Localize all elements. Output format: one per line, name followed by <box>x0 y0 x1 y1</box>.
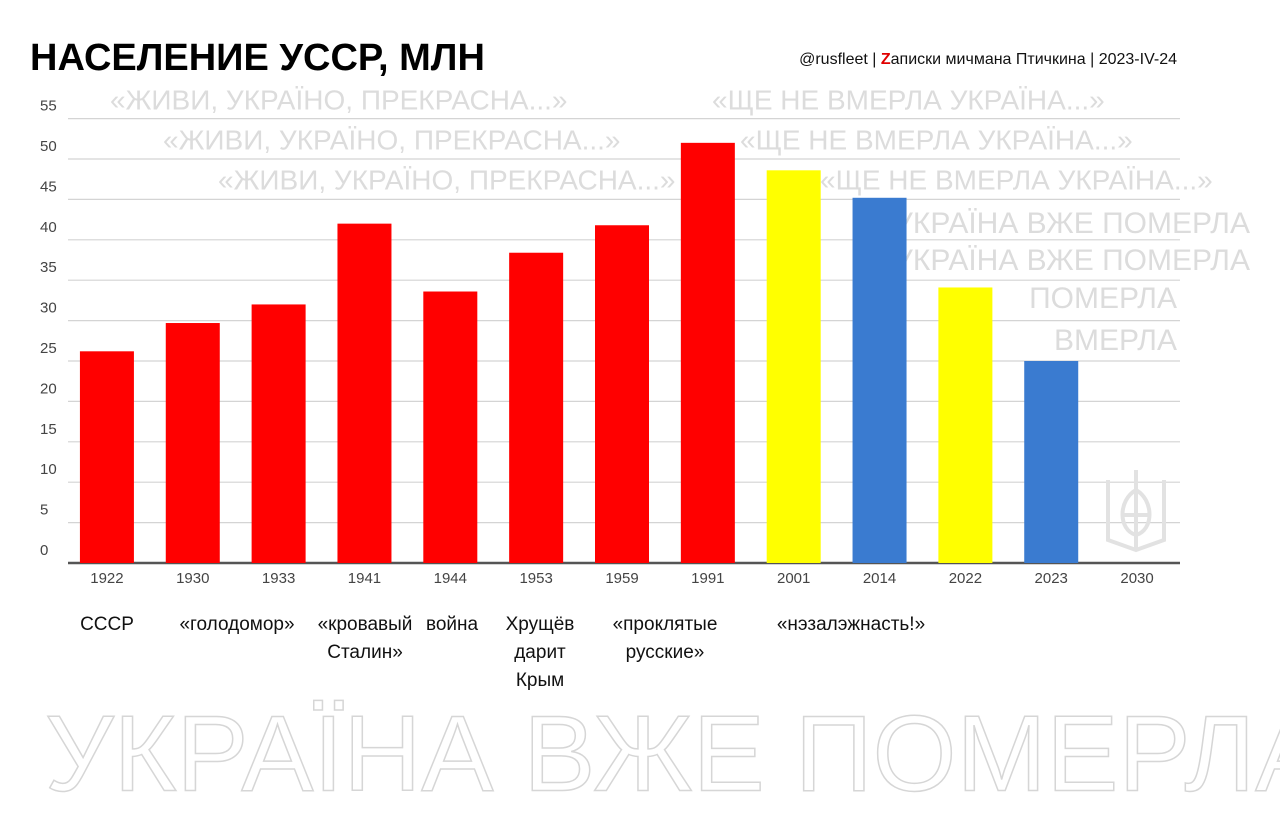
watermark: «ЖИВИ, УКРАЇНО, ПРЕКРАСНА...» <box>163 124 621 155</box>
y-tick-label: 50 <box>40 138 57 155</box>
watermark: ВМЕРЛА <box>1054 324 1177 357</box>
bar <box>680 142 735 563</box>
watermark: «ЩЕ НЕ ВМЕРЛА УКРАЇНА...» <box>712 84 1105 115</box>
y-tick-label: 30 <box>40 300 57 317</box>
bar <box>938 287 993 563</box>
y-tick-label: 25 <box>40 340 57 357</box>
x-tick-label: 1933 <box>262 570 295 587</box>
credit: @rusfleet | Zаписки мичмана Птичкина | 2… <box>799 51 1177 68</box>
y-tick-label: 0 <box>40 542 48 559</box>
x-tick-label: 2001 <box>777 570 810 587</box>
bar <box>766 170 821 563</box>
chart-title: НАСЕЛЕНИЕ УССР, МЛН <box>30 37 485 79</box>
y-tick-label: 40 <box>40 219 57 236</box>
x-tick-label: 1944 <box>434 570 467 587</box>
bar <box>509 252 564 563</box>
y-tick-label: 45 <box>40 178 57 195</box>
annotation: Хрущёв <box>506 614 575 635</box>
bar <box>423 291 478 563</box>
bar <box>1024 361 1079 563</box>
annotation: война <box>426 614 479 635</box>
x-tick-label: 1922 <box>90 570 123 587</box>
annotation: Сталин» <box>327 642 403 663</box>
bar <box>251 304 306 563</box>
bar <box>852 197 907 563</box>
watermarks: «ЖИВИ, УКРАЇНО, ПРЕКРАСНА...» «ЩЕ НЕ ВМЕР… <box>44 84 1280 814</box>
annotation: СССР <box>80 614 134 635</box>
annotation: «проклятые <box>613 614 718 635</box>
bar <box>79 351 134 563</box>
x-tick-label: 1953 <box>519 570 552 587</box>
y-tick-label: 20 <box>40 380 57 397</box>
annotation: дарит <box>514 642 566 663</box>
y-tick-label: 55 <box>40 98 57 115</box>
annotation: Крым <box>516 670 564 691</box>
watermark: ПОМЕРЛА <box>1029 282 1177 315</box>
watermark: «ЖИВИ, УКРАЇНО, ПРЕКРАСНА...» <box>218 164 676 195</box>
y-tick-label: 5 <box>40 502 48 519</box>
x-tick-label: 2022 <box>949 570 982 587</box>
annotation: «кровавый <box>318 614 413 635</box>
x-tick-label: 1959 <box>605 570 638 587</box>
watermark: «ЖИВИ, УКРАЇНО, ПРЕКРАСНА...» <box>110 84 568 115</box>
x-tick-label: 1941 <box>348 570 381 587</box>
x-tick-label: 2014 <box>863 570 896 587</box>
y-tick-label: 15 <box>40 421 57 438</box>
watermark: «ЩЕ НЕ ВМЕРЛА УКРАЇНА...» <box>740 124 1133 155</box>
watermark: УКРАЇНА ВЖЕ ПОМЕРЛА <box>894 244 1250 277</box>
bar <box>337 223 392 563</box>
credit-part: Z <box>881 51 891 68</box>
plot: 0 5 10 15 20 25 30 35 40 45 50 55 1922 1930 1933 1941 19… <box>40 98 1180 691</box>
y-tick-label: 10 <box>40 461 57 478</box>
annotation: «голодомор» <box>179 614 294 635</box>
annotation: «нэзалэжнасть!» <box>777 614 925 635</box>
bar <box>595 225 649 564</box>
watermark: «ЩЕ НЕ ВМЕРЛА УКРАЇНА...» <box>820 164 1213 195</box>
watermark: УКРАЇНА ВЖЕ ПОМЕРЛА <box>894 207 1250 240</box>
trident-icon <box>1106 470 1166 553</box>
annotation: русские» <box>626 642 705 663</box>
x-tick-label: 2023 <box>1035 570 1068 587</box>
x-tick-label: 1991 <box>691 570 724 587</box>
x-tick-label: 1930 <box>176 570 209 587</box>
credit-part: аписки мичмана Птичкина | 2023-IV-24 <box>891 51 1177 68</box>
y-tick-label: 35 <box>40 259 57 276</box>
bar <box>165 323 220 563</box>
watermark: УКРАЇНА ВЖЕ ПОМЕРЛА <box>45 693 1280 814</box>
credit-part: @rusfleet | <box>799 51 881 68</box>
x-tick-label: 2030 <box>1120 570 1153 587</box>
